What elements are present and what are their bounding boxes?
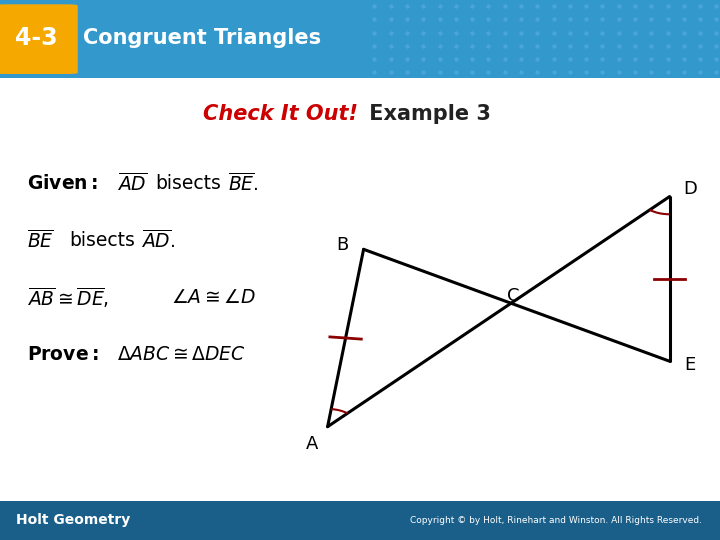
Text: 4-3: 4-3	[14, 25, 58, 50]
Text: $\bf{Given:}$: $\bf{Given:}$	[27, 174, 99, 193]
FancyBboxPatch shape	[0, 501, 720, 540]
FancyBboxPatch shape	[0, 0, 720, 78]
Text: $\Delta ABC \cong \Delta DEC$: $\Delta ABC \cong \Delta DEC$	[117, 346, 246, 365]
Text: $\overline{AB} \cong \overline{DE},$: $\overline{AB} \cong \overline{DE},$	[27, 286, 109, 310]
Text: $\bf{Prove:}$: $\bf{Prove:}$	[27, 346, 99, 365]
FancyBboxPatch shape	[0, 4, 78, 74]
Text: $\overline{AD}$: $\overline{AD}$	[117, 173, 148, 195]
Text: $\overline{AD}$$.$: $\overline{AD}$$.$	[141, 230, 175, 252]
Text: $\angle A \cong \angle D$: $\angle A \cong \angle D$	[171, 288, 256, 307]
Text: D: D	[683, 180, 697, 198]
Text: E: E	[684, 356, 696, 374]
Text: Copyright © by Holt, Rinehart and Winston. All Rights Reserved.: Copyright © by Holt, Rinehart and Winsto…	[410, 516, 702, 525]
Text: bisects: bisects	[69, 231, 135, 251]
Text: $\overline{BE}$: $\overline{BE}$	[27, 230, 54, 252]
Text: Congruent Triangles: Congruent Triangles	[83, 28, 321, 48]
Text: Holt Geometry: Holt Geometry	[16, 514, 130, 527]
Text: bisects: bisects	[156, 174, 221, 193]
Text: C: C	[507, 287, 520, 305]
Text: A: A	[305, 435, 318, 453]
Text: Example 3: Example 3	[362, 104, 491, 124]
Text: $\overline{BE}$$.$: $\overline{BE}$$.$	[228, 173, 258, 195]
Text: B: B	[336, 236, 348, 254]
Text: Check It Out!: Check It Out!	[203, 104, 358, 124]
